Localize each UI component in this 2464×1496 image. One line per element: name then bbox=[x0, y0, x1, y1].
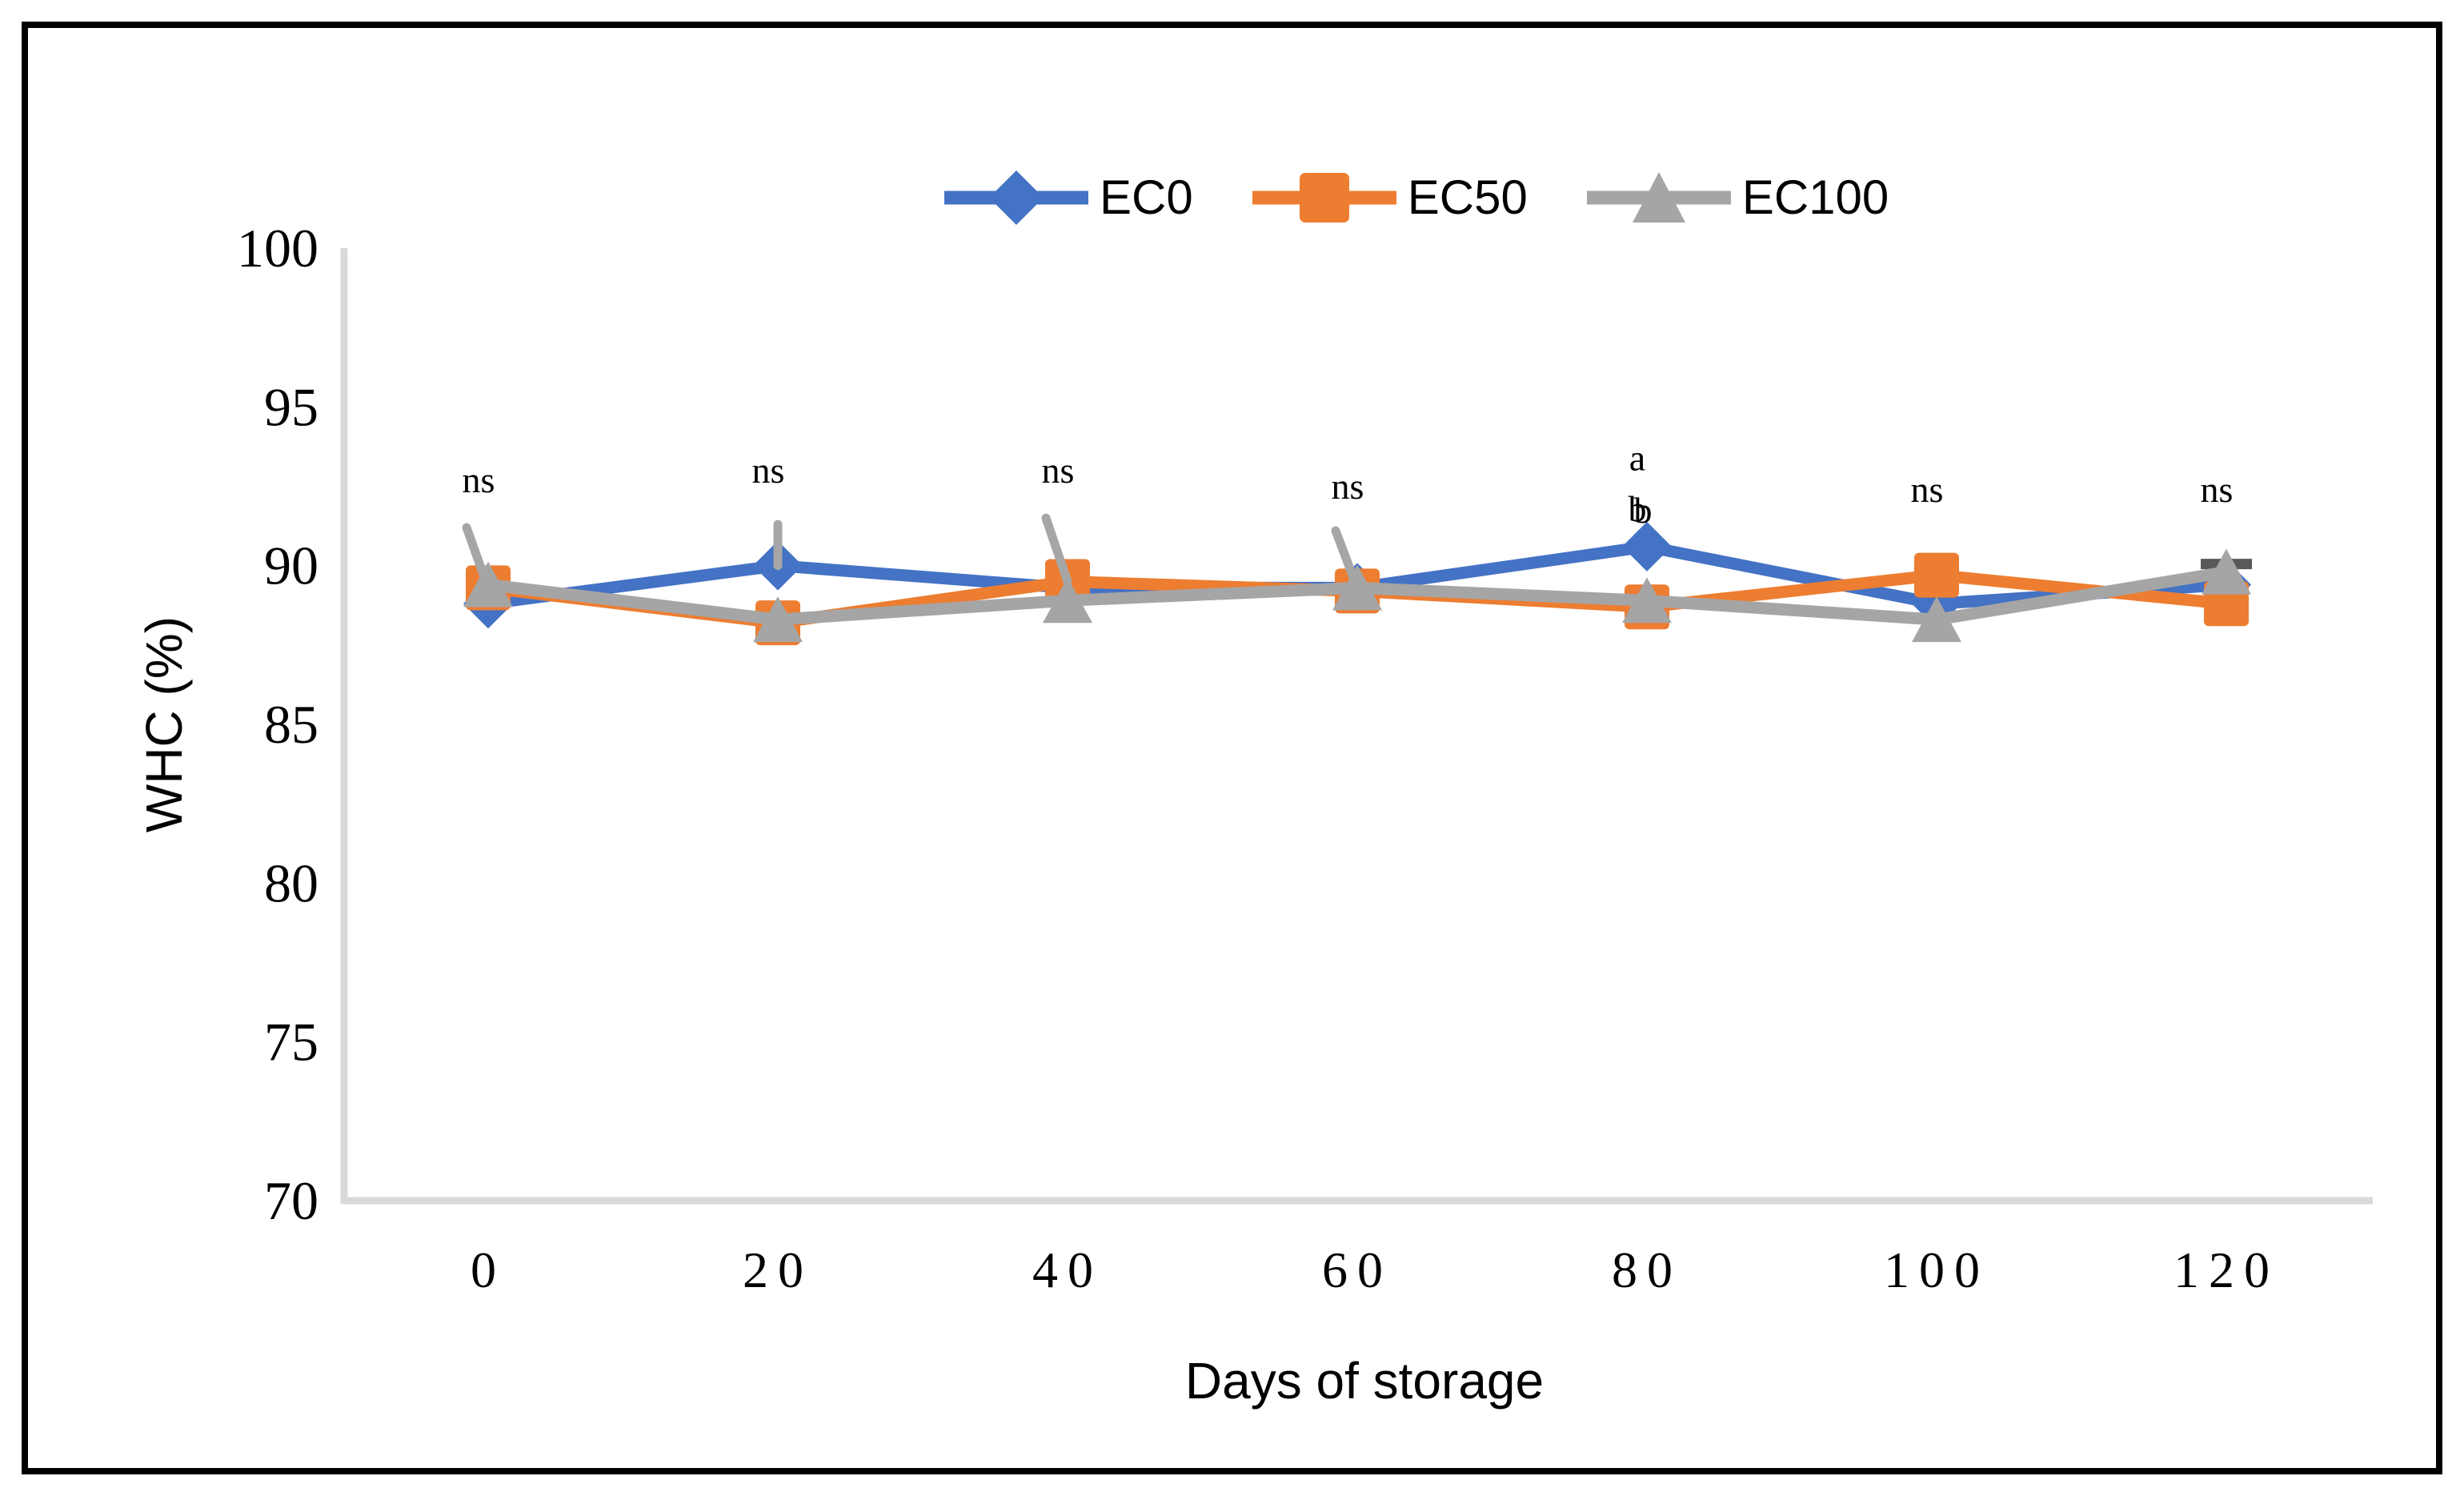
x-tick-label-0: 0 bbox=[471, 1241, 506, 1298]
y-tick-label-95: 95 bbox=[264, 376, 319, 437]
marker-EC100-80 bbox=[1622, 577, 1672, 624]
annotation-ns-40-2: ns bbox=[1042, 450, 1075, 491]
y-tick-label-100: 100 bbox=[237, 218, 319, 279]
marker-EC100-100 bbox=[1912, 596, 1961, 643]
annotation-ns-20-1: ns bbox=[752, 450, 785, 491]
ec50-square-marker-icon bbox=[1252, 173, 1396, 223]
x-tick-label-60: 60 bbox=[1322, 1241, 1392, 1298]
marker-EC100-0 bbox=[463, 561, 513, 608]
legend-triangle-glyph bbox=[1632, 172, 1685, 223]
marker-EC0-80 bbox=[1622, 521, 1672, 572]
ec0-diamond-marker-icon bbox=[944, 170, 1088, 225]
annotation-ns-100-7: ns bbox=[1911, 469, 1944, 510]
error-bar-40-2 bbox=[1041, 513, 1072, 586]
legend: EC0 EC50 EC100 bbox=[944, 168, 1889, 227]
legend-label-ec100: EC100 bbox=[1741, 170, 1889, 224]
annotation-ns-0-0: ns bbox=[463, 459, 495, 500]
marker-EC100-120 bbox=[2202, 548, 2251, 595]
x-tick-label-120: 120 bbox=[2174, 1241, 2279, 1298]
ec100-triangle-marker-icon bbox=[1586, 172, 1731, 223]
figure-border bbox=[22, 22, 2442, 1474]
annotation-a-80-4: a bbox=[1629, 437, 1645, 478]
legend-square-glyph bbox=[1299, 173, 1349, 223]
x-tick-label-40: 40 bbox=[1032, 1241, 1103, 1298]
marker-EC50-100 bbox=[1914, 552, 1959, 598]
legend-item-ec50: EC50 bbox=[1252, 168, 1528, 227]
x-axis-title: Days of storage bbox=[1184, 1352, 1545, 1410]
x-tick-label-100: 100 bbox=[1884, 1241, 1989, 1298]
x-tick-label-80: 80 bbox=[1612, 1241, 1682, 1298]
y-tick-label-85: 85 bbox=[264, 694, 319, 755]
marker-EC100-60 bbox=[1332, 564, 1382, 611]
y-tick-label-75: 75 bbox=[264, 1012, 319, 1073]
x-tick-label-20: 20 bbox=[743, 1241, 813, 1298]
marker-EC100-20 bbox=[753, 596, 803, 643]
annotation-b-80-5: b bbox=[1629, 488, 1647, 529]
y-tick-label-90: 90 bbox=[264, 535, 319, 596]
legend-item-ec0: EC0 bbox=[944, 168, 1193, 227]
annotation-b-80-6: b bbox=[1634, 490, 1653, 531]
legend-label-ec0: EC0 bbox=[1100, 170, 1193, 224]
legend-item-ec100: EC100 bbox=[1586, 168, 1889, 227]
legend-label-ec50: EC50 bbox=[1407, 170, 1528, 224]
marker-EC100-40 bbox=[1043, 577, 1092, 624]
annotation-ns-120-8: ns bbox=[2201, 469, 2234, 510]
y-axis-title: WHC (%) bbox=[135, 616, 193, 833]
y-tick-label-80: 80 bbox=[264, 852, 319, 913]
y-tick-label-70: 70 bbox=[264, 1170, 319, 1231]
annotation-ns-60-3: ns bbox=[1332, 466, 1364, 507]
legend-diamond-glyph bbox=[989, 170, 1044, 225]
